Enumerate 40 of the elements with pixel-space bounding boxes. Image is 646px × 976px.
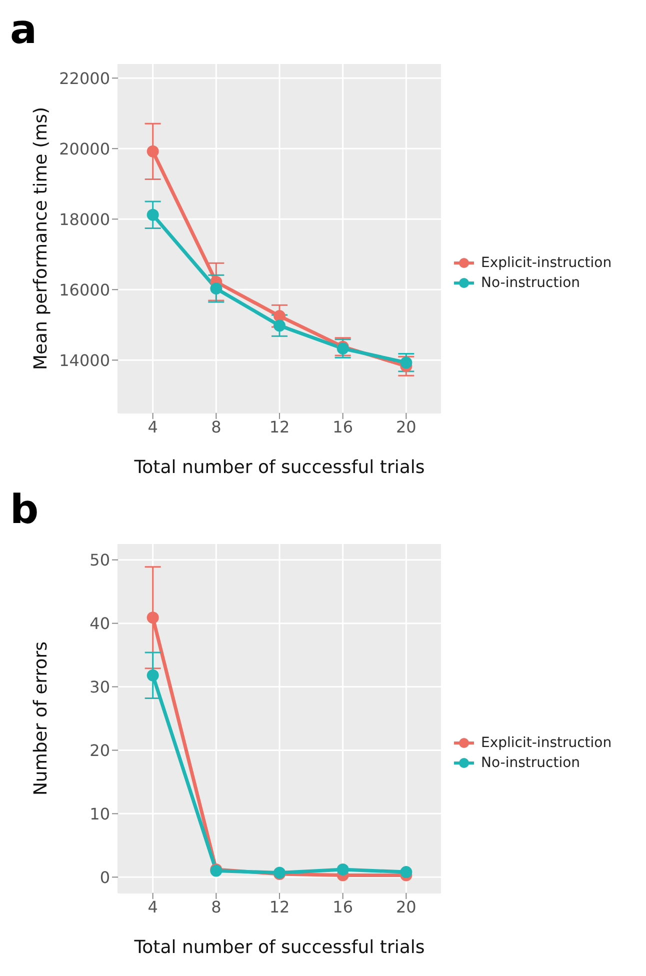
point [146, 612, 159, 624]
point [146, 208, 159, 221]
y-tick-label: 22000 [59, 68, 110, 88]
y-tick-label: 14000 [59, 350, 110, 370]
point [210, 282, 222, 295]
x-axis-title: Total number of successful trials [133, 457, 425, 478]
y-tick-label: 20 [90, 740, 110, 760]
y-tick-label: 50 [90, 550, 110, 570]
y-tick-label: 30 [90, 677, 110, 696]
x-tick-label: 12 [269, 897, 290, 916]
x-tick-label: 20 [396, 897, 416, 916]
y-tick-label: 40 [90, 614, 110, 633]
chart-title: b [9, 487, 40, 535]
x-tick-label: 4 [148, 417, 158, 436]
x-tick-label: 20 [396, 417, 416, 436]
legend-label: No-instruction [481, 754, 580, 770]
x-tick-label: 8 [211, 417, 222, 436]
x-axis-title: Total number of successful trials [133, 937, 425, 958]
x-tick-label: 12 [269, 417, 290, 436]
legend-label: Explicit-instruction [481, 254, 612, 270]
point [400, 866, 412, 878]
point [274, 320, 286, 332]
y-tick-label: 20000 [59, 139, 110, 158]
y-tick-label: 10 [90, 804, 110, 824]
chart-title: a [9, 7, 38, 55]
y-axis-title: Number of errors [30, 641, 52, 796]
y-tick-label: 0 [100, 868, 110, 887]
point [146, 145, 159, 158]
x-tick-label: 16 [332, 417, 354, 436]
x-tick-label: 4 [148, 897, 158, 916]
point [336, 864, 349, 876]
point [400, 356, 412, 369]
y-tick-label: 18000 [59, 210, 110, 229]
y-tick-label: 16000 [59, 280, 110, 300]
y-axis-title: Mean performance time (ms) [30, 106, 52, 370]
legend-label: Explicit-instruction [481, 734, 612, 750]
x-tick-label: 16 [332, 897, 354, 916]
x-tick-label: 8 [211, 897, 222, 916]
legend-label: No-instruction [481, 274, 580, 290]
point [146, 669, 159, 682]
